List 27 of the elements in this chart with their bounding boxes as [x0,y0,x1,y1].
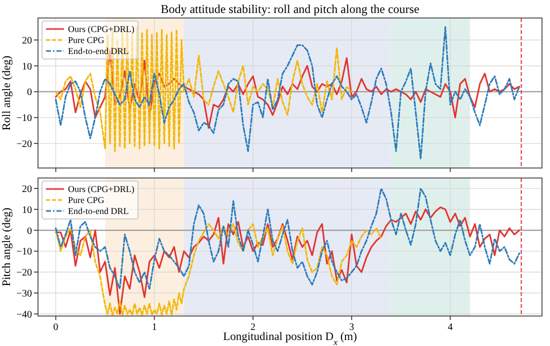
legend-label: Pure CPG [68,35,105,45]
legend-label: End-to-end DRL [68,46,129,56]
chart-title: Body attitude stability: roll and pitch along the course [160,2,420,16]
y-tick-label: 0 [27,226,32,237]
legend-label: Ours (CPG+DRL) [68,24,134,34]
y-axis-title: Pitch angle (deg) [1,208,13,286]
y-axis-title: Roll angle (deg) [1,55,13,130]
x-tick-label: 4 [448,322,453,333]
legend-label: Pure CPG [68,195,105,205]
x-tick-label: 2 [250,322,256,333]
y-tick-label: 10 [22,61,32,72]
y-tick-label: −20 [16,138,32,150]
y-tick-label: −30 [16,288,32,300]
y-tick-label: 10 [22,204,32,216]
y-tick-label: 20 [22,184,32,195]
legend-label: End-to-end DRL [68,206,129,216]
y-tick-label: 0 [27,87,32,98]
y-tick-label: −40 [16,309,32,320]
legend-label: Ours (CPG+DRL) [68,184,134,194]
y-tick-label: 20 [22,35,32,46]
y-tick-label: −10 [16,113,32,124]
x-axis-title: Longitudinal position D$_{x}$ (m) [223,331,358,346]
x-tick-label: 3 [349,322,354,333]
y-tick-label: −20 [16,268,32,279]
y-tick-label: −10 [16,246,32,258]
x-tick-label: 0 [53,322,58,333]
x-tick-label: 1 [152,322,157,333]
